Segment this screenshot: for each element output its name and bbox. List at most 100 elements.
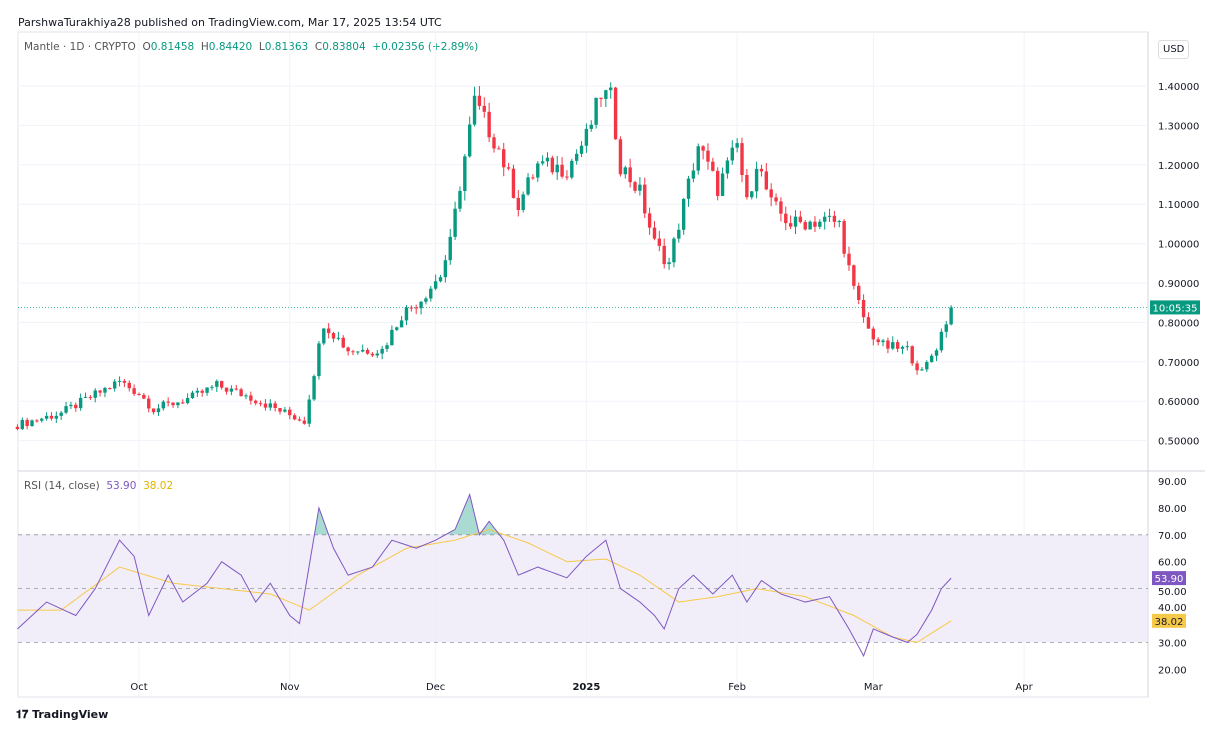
- low-value: 0.81363: [264, 41, 309, 53]
- candle-body: [929, 355, 934, 363]
- candle-body: [643, 184, 647, 214]
- candle-body: [715, 170, 720, 196]
- rsi-badge: [1152, 571, 1186, 586]
- candle-body: [297, 419, 302, 421]
- rsi-tick-label: 60.00: [1158, 558, 1187, 569]
- candle-body: [273, 403, 277, 409]
- candle-body: [628, 167, 632, 183]
- candle-body: [934, 350, 939, 356]
- candle-body: [20, 419, 24, 430]
- candle-body: [190, 392, 195, 399]
- candle-body: [15, 426, 20, 430]
- candle-body: [599, 97, 603, 99]
- high-label: H: [200, 41, 209, 53]
- high-value: 0.84420: [208, 41, 253, 53]
- open-value: 0.81458: [150, 41, 195, 53]
- candle-body: [385, 345, 389, 349]
- rsi-line: [17, 492, 952, 658]
- candle-body: [278, 408, 282, 412]
- candle-body: [453, 208, 457, 237]
- candle-body: [686, 178, 691, 199]
- candle-body: [570, 160, 574, 178]
- candle-body: [83, 396, 88, 398]
- overbought-fill: [18, 494, 952, 535]
- rsi-label[interactable]: RSI (14, close): [24, 480, 100, 492]
- candle-body: [618, 139, 623, 175]
- candle-body: [59, 412, 63, 416]
- plot-border: [17, 31, 1149, 698]
- symbol-name[interactable]: Mantle · 1D · CRYPTO: [24, 41, 136, 53]
- rsi-ma-line: [17, 528, 952, 643]
- candle-body: [711, 161, 715, 171]
- tradingview-logo: 𝟏𝟕 TradingView: [16, 708, 108, 722]
- candle-body: [64, 406, 68, 413]
- candle-body: [215, 381, 219, 387]
- candle-body: [44, 415, 49, 419]
- candle-body: [550, 157, 555, 173]
- candle-body: [132, 388, 136, 394]
- candle-body: [409, 307, 414, 309]
- candle-body: [181, 402, 185, 404]
- candle-body: [871, 328, 876, 340]
- rsi-tick-label: 20.00: [1158, 665, 1187, 676]
- candle-body: [185, 398, 190, 404]
- candle-body: [176, 402, 180, 406]
- candle-body: [472, 95, 477, 125]
- candle-body: [847, 253, 851, 266]
- candle-body: [93, 390, 97, 398]
- candle-body: [258, 403, 263, 405]
- candle-body: [633, 182, 637, 191]
- candle-body: [764, 171, 769, 190]
- candle-body: [891, 342, 895, 349]
- candle-body: [438, 277, 443, 282]
- rsi-tick-label: 90.00: [1158, 477, 1187, 488]
- candle-body: [905, 346, 910, 348]
- candle-body: [40, 418, 44, 421]
- candle-body: [808, 221, 812, 230]
- candle-body: [142, 394, 146, 399]
- candle-body: [750, 191, 754, 198]
- candle-body: [370, 353, 375, 356]
- candle-body: [25, 419, 29, 427]
- price-tick-label: 0.80000: [1158, 318, 1199, 329]
- currency-button[interactable]: USD: [1158, 40, 1190, 59]
- candle-body: [944, 324, 948, 332]
- price-tick-label: 0.90000: [1158, 279, 1199, 290]
- candle-body: [672, 238, 676, 263]
- candle-body: [69, 404, 73, 407]
- candle-body: [404, 307, 409, 321]
- candle-body: [399, 320, 404, 328]
- rsi-ma-value: 38.02: [143, 480, 174, 492]
- candle-body: [234, 388, 238, 390]
- publisher-line: ParshwaTurakhiya28 published on TradingV…: [18, 16, 442, 29]
- rsi-badge-label: 53.90: [1155, 574, 1184, 585]
- candle-body: [360, 349, 365, 352]
- candle-body: [205, 387, 209, 393]
- candle-body: [200, 390, 204, 393]
- candle-body: [822, 216, 827, 222]
- candle-body: [540, 161, 545, 164]
- candle-body: [560, 164, 564, 177]
- date-tick-label: Feb: [728, 682, 746, 693]
- candle-body: [706, 150, 710, 162]
- candle-body: [638, 184, 642, 191]
- candle-body: [341, 337, 345, 348]
- candle-body: [98, 390, 102, 393]
- candle-body: [127, 382, 131, 389]
- candle-body: [545, 157, 550, 162]
- candle-body: [857, 285, 861, 301]
- date-tick-label: Apr: [1015, 682, 1033, 693]
- price-tick-label: 0.70000: [1158, 358, 1199, 369]
- open-label: O: [142, 41, 151, 53]
- candle-body: [195, 390, 200, 393]
- candle-body: [117, 380, 122, 382]
- candle-body: [531, 177, 535, 179]
- date-tick-label: Nov: [280, 682, 300, 693]
- candle-body: [30, 420, 34, 427]
- candle-body: [356, 351, 360, 353]
- candle-body: [322, 328, 326, 344]
- candle-body: [336, 337, 341, 339]
- candle-body: [949, 307, 953, 325]
- candle-body: [609, 87, 613, 91]
